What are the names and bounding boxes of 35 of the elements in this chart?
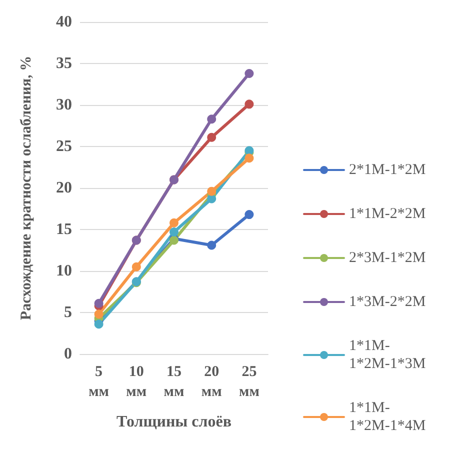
point [244, 68, 254, 78]
x-tick-label: 25 мм [238, 364, 260, 400]
x-tick-label: 20 мм [201, 364, 222, 400]
x-tick-label: 5 мм [88, 364, 110, 400]
point [94, 298, 104, 308]
legend-label: 1*1M-2*2M [349, 206, 426, 222]
x-tick-label: 15 мм [164, 364, 184, 400]
point [207, 114, 216, 124]
point [170, 218, 178, 228]
point [170, 227, 178, 236]
x-axis-title: Толщины слоёв [116, 414, 232, 430]
legend-label: 1*3M-2*2M [349, 294, 426, 310]
y-tick-label: 40 [56, 14, 72, 30]
y-tick-label: 25 [56, 138, 72, 155]
legend-label: 2*1M-1*2M [349, 162, 426, 178]
legend-label: 1*1M-1*2M-1*3M [349, 338, 426, 372]
y-tick-label: 15 [56, 221, 72, 238]
y-tick-label: 5 [64, 304, 72, 321]
legend-label: 2*3M-1*2M [349, 250, 426, 266]
y-tick-label: 30 [56, 96, 72, 114]
y-tick-label: 20 [56, 180, 72, 196]
y-axis-title: Расхождение кратности ослабления, % [18, 56, 34, 320]
point [94, 310, 104, 319]
point [244, 210, 254, 220]
point [207, 132, 216, 142]
x-tick-label: 10 мм [126, 364, 147, 400]
y-tick-label: 35 [56, 55, 72, 72]
point [244, 154, 254, 163]
point [132, 262, 141, 272]
point [244, 100, 254, 109]
point [94, 320, 104, 329]
legend-label: 1*1M-1*2M-1*4M [349, 400, 426, 434]
y-tick-label: 0 [64, 346, 72, 362]
y-tick-label: 10 [56, 262, 72, 280]
point [207, 240, 216, 250]
